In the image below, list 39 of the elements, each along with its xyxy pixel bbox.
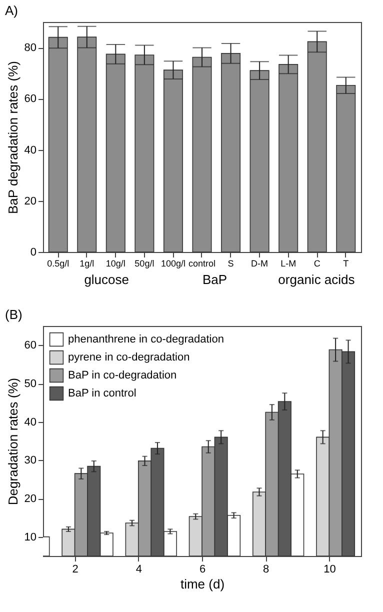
y-tick-label: 20	[24, 493, 36, 505]
legend-label: BaP in control	[68, 388, 136, 400]
chart-title: (B)	[5, 307, 22, 322]
y-tick-label: 80	[24, 42, 36, 54]
y-tick-label: 10	[24, 531, 36, 544]
x-tick-label: S	[228, 258, 234, 268]
x-tick-label: 8	[263, 564, 270, 576]
text: glucose	[84, 272, 130, 287]
legend-label: phenanthrene in co-degradation	[68, 334, 224, 346]
y-tick-label: 60	[24, 93, 36, 106]
x-tick-label: 50g/l	[134, 258, 154, 268]
y-tick-label: 0	[30, 246, 36, 258]
x-tick-label: T	[343, 258, 350, 268]
y-tick-label: 60	[24, 340, 36, 352]
x-tick-label: control	[188, 258, 216, 268]
y-axis-title: Degradation rates (%)	[5, 378, 20, 506]
y-axis-title: BaP degradation rates (%)	[5, 61, 20, 214]
legend-label: pyrene in co-degradation	[68, 352, 190, 364]
x-tick-label: 100g/l	[160, 258, 186, 268]
y-tick-label: 30	[24, 454, 36, 467]
y-tick-label: 40	[24, 416, 36, 428]
chart-title: A)	[5, 3, 18, 18]
x-tick-label: 1g/l	[80, 258, 94, 268]
x-tick-label: 10	[324, 564, 336, 576]
x-tick-label: 4	[136, 564, 142, 576]
y-tick-label: 20	[24, 195, 36, 208]
legend-label: BaP in co-degradation	[68, 370, 177, 382]
x-tick-label: 6	[199, 564, 206, 576]
x-tick-label: D-M	[251, 258, 268, 268]
x-tick-label: 2	[72, 564, 78, 576]
y-tick-label: 50	[24, 378, 36, 390]
text: organic acids	[278, 272, 356, 287]
x-tick-label: 10g/l	[106, 258, 126, 268]
x-tick-label: 0.5g/l	[47, 258, 70, 268]
x-tick-label: C	[314, 258, 321, 268]
x-axis-title: time (d)	[180, 576, 225, 592]
text: BaP	[202, 272, 228, 287]
y-tick-label: 40	[24, 144, 36, 156]
x-tick-label: L-M	[280, 258, 296, 268]
